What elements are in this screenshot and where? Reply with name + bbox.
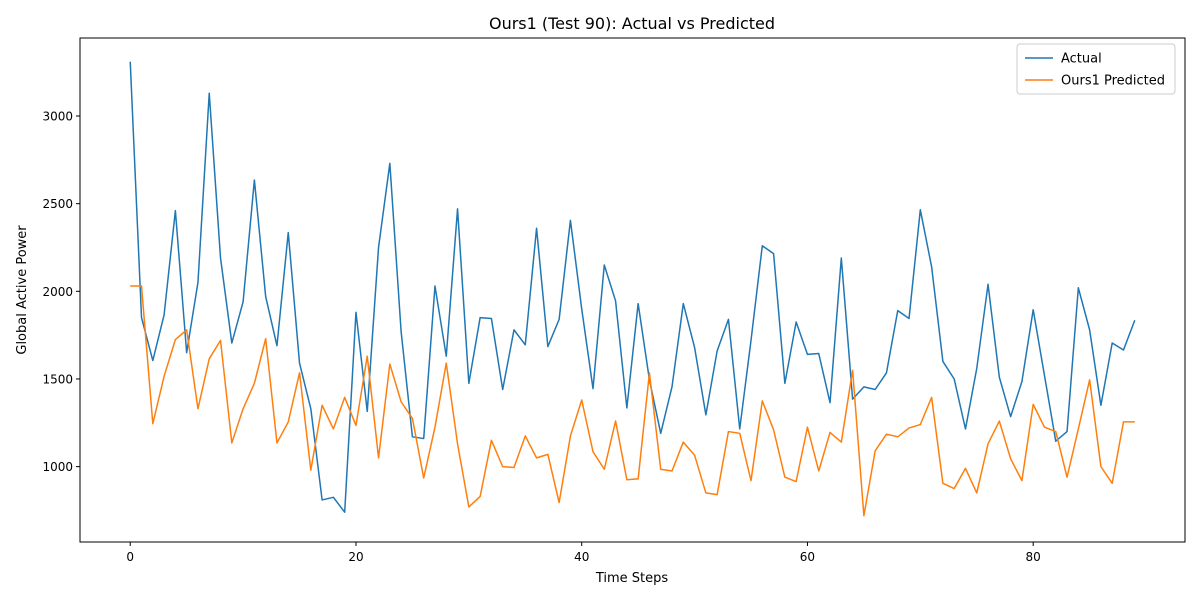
- series-line-0: [129, 61, 1136, 513]
- x-axis: 0 20 40 60 80: [126, 542, 1041, 564]
- x-tick-label: 0: [126, 550, 134, 564]
- x-tick-label: 20: [348, 550, 363, 564]
- plot-series: [129, 61, 1136, 517]
- y-tick-label: 2000: [42, 285, 73, 299]
- x-tick-label: 80: [1026, 550, 1041, 564]
- x-tick-label: 60: [800, 550, 815, 564]
- chart-title: Ours1 (Test 90): Actual vs Predicted: [489, 14, 775, 33]
- x-tick-label: 40: [574, 550, 589, 564]
- legend-label-0: Actual: [1061, 52, 1102, 67]
- plot-frame: [79, 37, 1186, 543]
- y-tick-label: 2500: [42, 197, 73, 211]
- series-line-1: [130, 285, 1135, 517]
- legend: Actual Ours1 Predicted: [1016, 43, 1176, 95]
- y-tick-label: 3000: [42, 110, 73, 124]
- y-tick-label: 1500: [42, 372, 73, 386]
- legend-label-1: Ours1 Predicted: [1061, 74, 1165, 89]
- y-tick-label: 1000: [42, 460, 73, 474]
- y-axis: 1000 1500 2000 2500 3000: [42, 110, 80, 474]
- y-axis-label: Global Active Power: [15, 225, 30, 355]
- x-axis-label: Time Steps: [595, 571, 669, 586]
- legend-box: [1016, 43, 1176, 95]
